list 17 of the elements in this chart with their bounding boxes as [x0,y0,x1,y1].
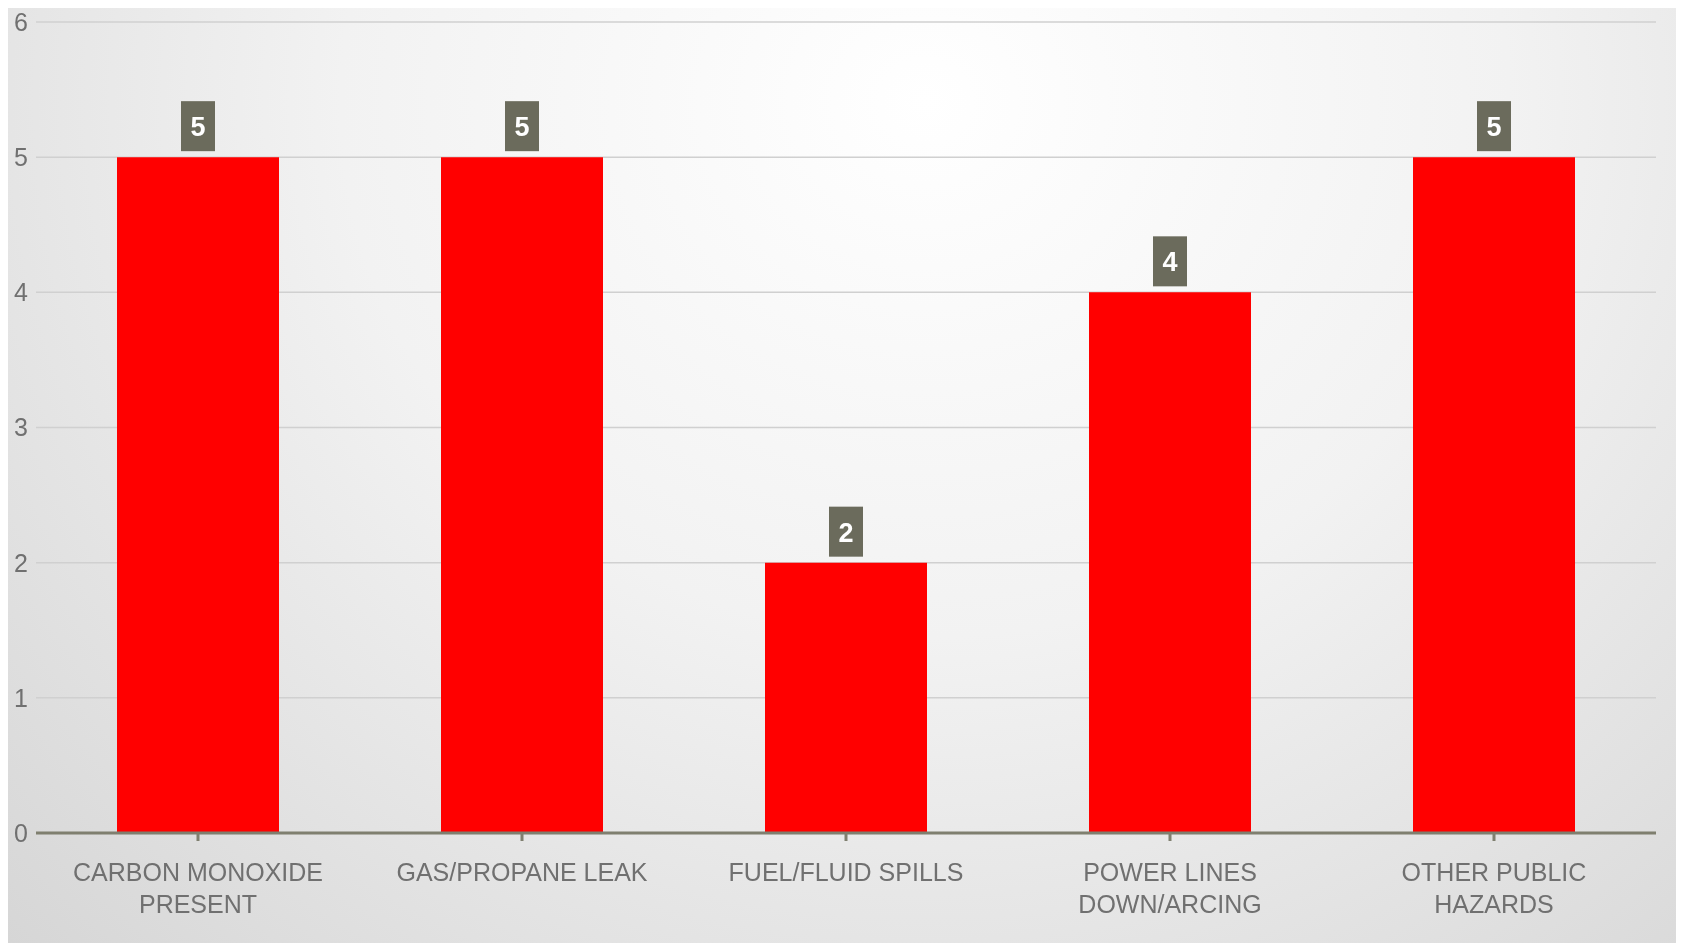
data-label: 5 [190,112,206,143]
x-tick-label: CARBON MONOXIDE PRESENT [72,858,324,918]
y-tick-label: 5 [14,143,28,172]
y-tick-label: 4 [14,278,29,307]
data-label: 2 [838,517,854,548]
x-tick-label: POWER LINES DOWN/ARCING [1078,858,1262,918]
x-tick-label: FUEL/FLUID SPILLS [728,858,964,886]
y-tick-label: 2 [14,548,28,577]
y-tick-label: 6 [14,7,28,36]
x-tick-label: OTHER PUBLIC HAZARDS [1401,858,1587,918]
data-label: 5 [1486,112,1502,143]
x-tick-label: GAS/PROPANE LEAK [396,858,648,886]
y-tick-label: 3 [14,413,28,442]
y-tick-label: 0 [14,818,28,847]
data-label: 5 [514,112,530,143]
y-tick-label: 1 [14,683,28,712]
data-label: 4 [1162,247,1178,278]
